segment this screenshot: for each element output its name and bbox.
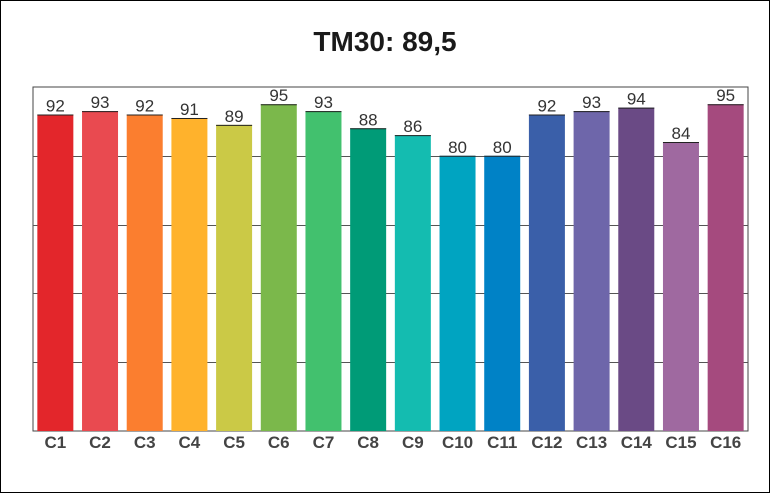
- data-label: 84: [672, 124, 691, 143]
- data-label: 95: [716, 86, 735, 105]
- data-label: 88: [359, 110, 378, 129]
- data-label: 93: [582, 93, 601, 112]
- data-label: 92: [46, 97, 65, 116]
- data-label: 95: [269, 86, 288, 105]
- value-labels: 92 93 92 91 89 95 93 88 86 80 80 92 93 94 84 95: [46, 86, 735, 157]
- data-label: 91: [180, 100, 199, 119]
- bars: [37, 104, 744, 432]
- x-tick-label: C3: [134, 433, 156, 452]
- data-label: 80: [493, 138, 512, 157]
- bar: [707, 104, 744, 431]
- x-tick-label: C14: [621, 433, 653, 452]
- data-label: 80: [448, 138, 467, 157]
- bar: [260, 104, 297, 431]
- bar: [216, 124, 253, 431]
- bar: [82, 111, 119, 431]
- data-label: 92: [537, 97, 556, 116]
- data-label: 92: [135, 97, 154, 116]
- x-tick-labels: C1 C2 C3 C4 C5 C6 C7 C8 C9 C10 C11 C12 C13 C14 C15 C16: [44, 433, 741, 452]
- bar: [618, 107, 655, 431]
- bar: [439, 155, 476, 432]
- x-tick-label: C4: [179, 433, 201, 452]
- data-label: 89: [225, 107, 244, 126]
- bar: [573, 111, 610, 431]
- bar: [171, 117, 208, 432]
- bar: [126, 114, 163, 432]
- x-tick-label: C9: [402, 433, 424, 452]
- x-tick-label: C13: [576, 433, 607, 452]
- bar: [305, 111, 342, 431]
- x-tick-label: C15: [665, 433, 696, 452]
- x-tick-label: C12: [531, 433, 562, 452]
- data-label: 86: [403, 117, 422, 136]
- bar: [662, 142, 699, 432]
- x-tick-label: C11: [487, 433, 517, 452]
- data-label: 93: [314, 93, 333, 112]
- bar: [484, 155, 521, 432]
- x-tick-label: C1: [44, 433, 66, 452]
- bar: [394, 135, 431, 431]
- x-tick-label: C7: [313, 433, 335, 452]
- x-tick-label: C8: [357, 433, 379, 452]
- data-label: 94: [627, 90, 646, 109]
- bar: [528, 114, 565, 432]
- bar: [350, 128, 387, 431]
- x-tick-label: C16: [710, 433, 741, 452]
- bar: [37, 114, 74, 432]
- data-label: 93: [91, 93, 110, 112]
- x-tick-label: C6: [268, 433, 290, 452]
- x-tick-label: C2: [89, 433, 111, 452]
- chart-title: TM30: 89,5: [313, 26, 457, 57]
- x-tick-label: C10: [442, 433, 473, 452]
- x-tick-label: C5: [223, 433, 245, 452]
